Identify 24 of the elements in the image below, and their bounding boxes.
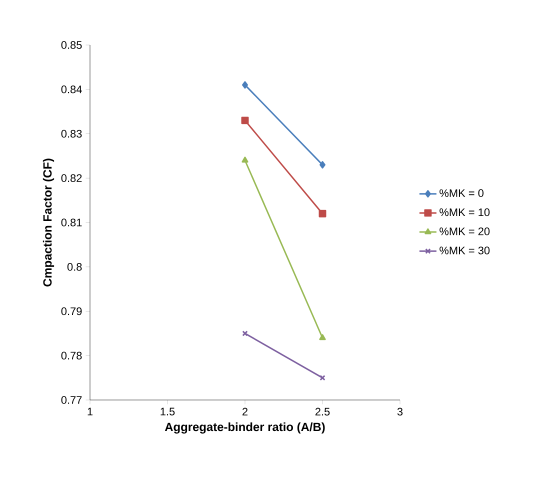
x-axis-title: Aggregate-binder ratio (A/B) <box>164 422 325 434</box>
y-tick-label: 0.8 <box>67 263 82 271</box>
point <box>241 116 249 124</box>
y-tick-label: 0.83 <box>61 130 82 138</box>
y-tick-label: 0.82 <box>61 174 82 182</box>
x-tick-label: 2.5 <box>315 408 330 416</box>
legend-label: %MK = 20 <box>440 227 490 236</box>
legend-label: %MK = 30 <box>440 246 490 254</box>
y-tick-label: 0.78 <box>61 352 82 360</box>
y-axis-title: Cmpaction Factor (CF) <box>42 158 54 286</box>
x-tick-label: 2 <box>242 408 248 416</box>
y-tick-label: 0.79 <box>61 307 82 316</box>
y-tick-label: 0.84 <box>61 86 82 94</box>
point <box>320 161 326 169</box>
y-tick-label: 0.77 <box>61 396 82 404</box>
x-tick-label: 3 <box>397 408 403 416</box>
legend-label: %MK = 10 <box>440 208 490 216</box>
y-tick-label: 0.81 <box>61 218 82 226</box>
point <box>318 210 326 218</box>
x-tick-label: 1.5 <box>160 408 175 416</box>
x-tick-label: 1 <box>88 408 93 416</box>
point <box>242 81 248 89</box>
y-tick-label: 0.85 <box>61 41 82 49</box>
legend-label: %MK = 0 <box>440 189 484 198</box>
